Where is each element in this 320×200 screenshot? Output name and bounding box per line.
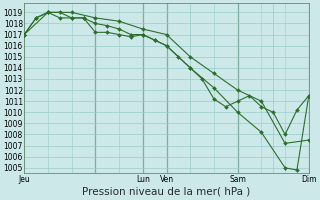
- X-axis label: Pression niveau de la mer( hPa ): Pression niveau de la mer( hPa ): [82, 187, 251, 197]
